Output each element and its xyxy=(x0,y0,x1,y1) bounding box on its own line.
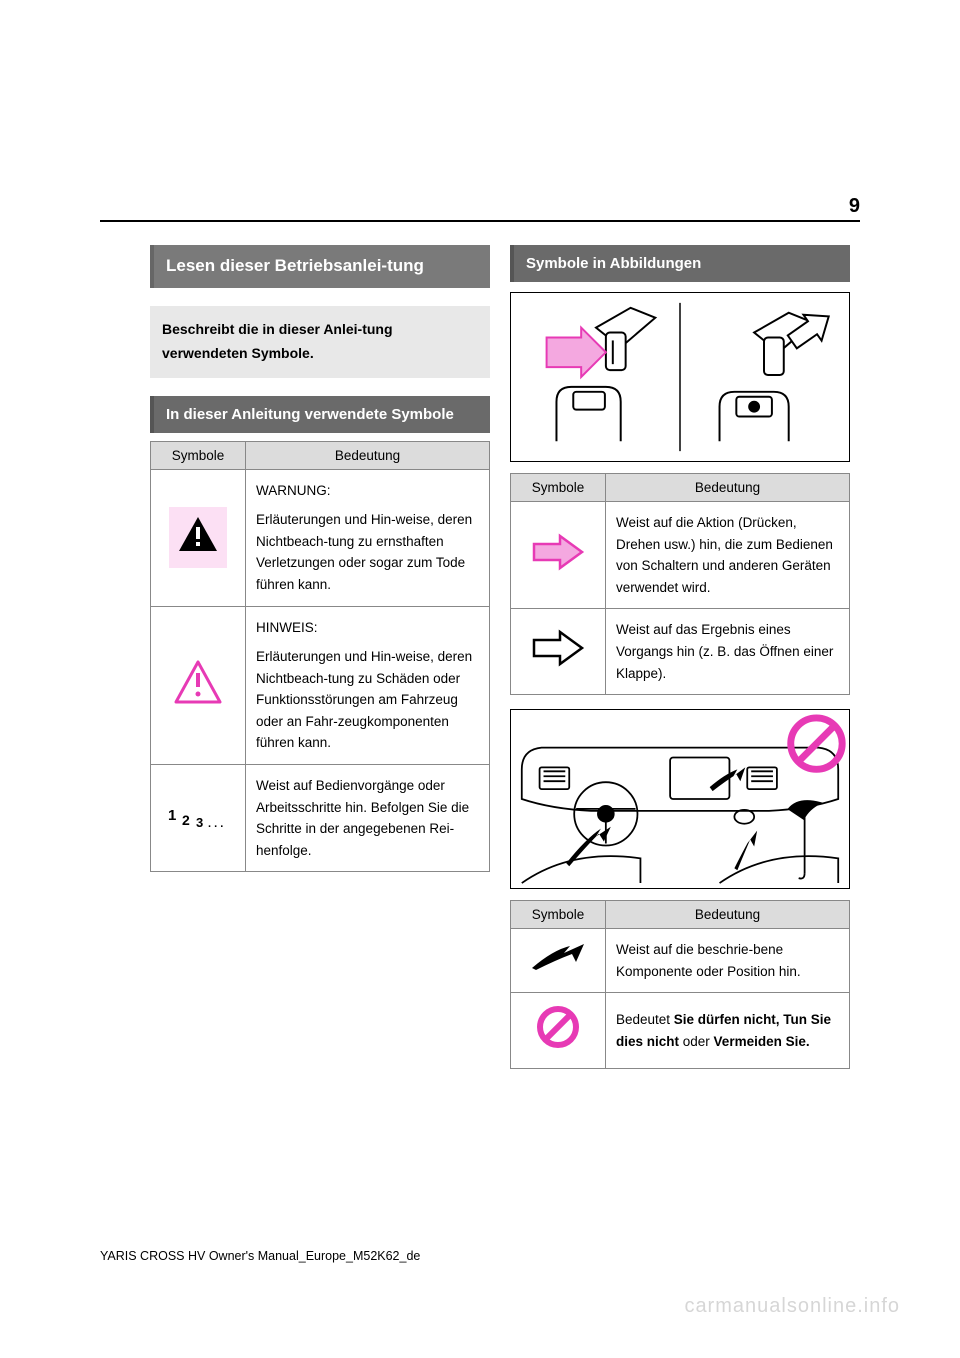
meaning-cell: Weist auf das Ergebnis eines Vorgangs hi… xyxy=(606,609,850,695)
symbols-table-indicator: Symbole Bedeutung Weist auf die beschrie… xyxy=(510,900,850,1069)
symbol-cell xyxy=(511,929,606,993)
col-header-bedeutung: Bedeutung xyxy=(246,441,490,469)
notice-text: Erläuterungen und Hin-weise, deren Nicht… xyxy=(256,646,479,754)
table-row: HINWEIS: Erläuterungen und Hin-weise, de… xyxy=(151,606,490,765)
table-header-row: Symbole Bedeutung xyxy=(151,441,490,469)
table-row: Weist auf die Aktion (Drücken, Drehen us… xyxy=(511,502,850,609)
symbols-table-guide: Symbole Bedeutung WARNUNG: Erläuterung xyxy=(150,441,490,873)
prohibit-bold-2: Vermeiden Sie. xyxy=(714,1034,810,1049)
symbol-cell xyxy=(151,606,246,765)
meaning-cell: Weist auf die Aktion (Drücken, Drehen us… xyxy=(606,502,850,609)
warning-text: Erläuterungen und Hin-weise, deren Nicht… xyxy=(256,509,479,595)
table-row: WARNUNG: Erläuterungen und Hin-weise, de… xyxy=(151,469,490,606)
action-arrow-icon xyxy=(530,532,586,572)
table-row: 1 2 3 . . . Weist auf Bedienvorgänge ode… xyxy=(151,765,490,872)
steps-text: Weist auf Bedienvorgänge oder Arbeitssch… xyxy=(256,775,479,861)
prohibit-text-mid: oder xyxy=(679,1034,714,1049)
meaning-cell: Bedeutet Sie dürfen nicht, Tun Sie dies … xyxy=(606,993,850,1069)
col-header-bedeutung: Bedeutung xyxy=(606,901,850,929)
col-header-bedeutung: Bedeutung xyxy=(606,474,850,502)
notice-outline-icon xyxy=(173,693,223,708)
page-content: Lesen dieser Betriebsanlei-tung Beschrei… xyxy=(150,245,860,1069)
pointer-arrow-icon xyxy=(528,940,588,974)
symbol-cell xyxy=(511,502,606,609)
table-row: Weist auf die beschrie-bene Komponente o… xyxy=(511,929,850,993)
col-header-symbole: Symbole xyxy=(151,441,246,469)
section-header-illustration-symbols: Symbole in Abbildungen xyxy=(510,245,850,282)
meaning-cell: HINWEIS: Erläuterungen und Hin-weise, de… xyxy=(246,606,490,765)
symbol-cell: 1 2 3 . . . xyxy=(151,765,246,872)
meaning-cell: WARNUNG: Erläuterungen und Hin-weise, de… xyxy=(246,469,490,606)
meaning-cell: Weist auf die beschrie-bene Komponente o… xyxy=(606,929,850,993)
section-header-symbols-used: In dieser Anleitung verwendete Symbole xyxy=(150,396,490,433)
seatbelt-illustration xyxy=(510,292,850,462)
document-title: Lesen dieser Betriebsanlei-tung xyxy=(150,245,490,288)
notice-title: HINWEIS: xyxy=(256,617,479,639)
prohibit-icon xyxy=(534,1003,582,1051)
right-column: Symbole in Abbildungen xyxy=(510,245,850,1069)
table-row: Weist auf das Ergebnis eines Vorgangs hi… xyxy=(511,609,850,695)
intro-text: Beschreibt die in dieser Anlei-tung verw… xyxy=(150,306,490,378)
watermark: carmanualsonline.info xyxy=(684,1295,900,1318)
table-row: Bedeutet Sie dürfen nicht, Tun Sie dies … xyxy=(511,993,850,1069)
symbol-cell xyxy=(151,469,246,606)
page-number: 9 xyxy=(849,195,860,218)
warning-title: WARNUNG: xyxy=(256,480,479,502)
footer-text: YARIS CROSS HV Owner's Manual_Europe_M52… xyxy=(100,1249,420,1263)
col-header-symbole: Symbole xyxy=(511,474,606,502)
meaning-cell: Weist auf Bedienvorgänge oder Arbeitssch… xyxy=(246,765,490,872)
symbol-cell xyxy=(511,993,606,1069)
left-column: Lesen dieser Betriebsanlei-tung Beschrei… xyxy=(150,245,490,1069)
warning-solid-icon xyxy=(169,507,227,568)
table-header-row: Symbole Bedeutung xyxy=(511,474,850,502)
table-header-row: Symbole Bedeutung xyxy=(511,901,850,929)
dashboard-illustration xyxy=(510,709,850,889)
symbol-cell xyxy=(511,609,606,695)
header-rule xyxy=(100,220,860,222)
col-header-symbole: Symbole xyxy=(511,901,606,929)
steps-icon: 1 2 3 . . . xyxy=(168,804,228,832)
symbols-table-action: Symbole Bedeutung Weist auf die Aktion (… xyxy=(510,473,850,695)
result-arrow-icon xyxy=(530,628,586,668)
prohibit-text-pre: Bedeutet xyxy=(616,1012,674,1027)
